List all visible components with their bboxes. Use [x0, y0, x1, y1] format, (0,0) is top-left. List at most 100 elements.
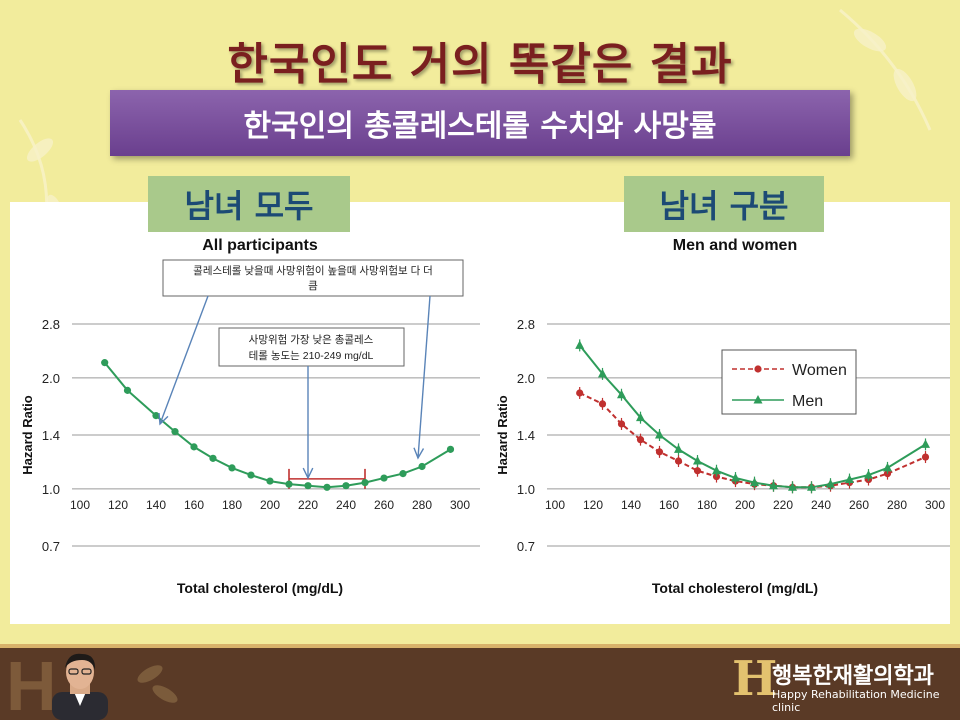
- data-point-women: [617, 420, 626, 428]
- data-point-men: [617, 389, 626, 399]
- data-point: [209, 454, 217, 462]
- footer-bar: H: [0, 644, 960, 720]
- x-tick-label: 140: [621, 498, 641, 512]
- y-tick-label: 2.0: [517, 371, 535, 386]
- x-tick-label: 300: [925, 498, 945, 512]
- data-point: [342, 482, 350, 490]
- y-axis-label: Hazard Ratio: [495, 395, 510, 475]
- data-point: [190, 443, 198, 451]
- legend-box: [721, 349, 857, 415]
- slide-subtitle: 한국인의 총콜레스테롤 수치와 사망률: [110, 90, 850, 156]
- data-point-men: [845, 474, 854, 484]
- arrow-high-head: [413, 447, 425, 460]
- data-point-men: [883, 462, 892, 472]
- data-point-men: [655, 430, 664, 439]
- annotation-box-optimal: [218, 327, 405, 367]
- x-tick-label: 100: [70, 498, 90, 512]
- data-point-men: [921, 439, 930, 448]
- x-tick-label: 200: [260, 498, 280, 512]
- arrow-low-head: [158, 412, 169, 426]
- data-point-men: [769, 480, 778, 490]
- slide-title: 한국인도 거의 똑같은 결과: [227, 39, 733, 90]
- data-point: [247, 471, 255, 479]
- data-point: [304, 482, 312, 490]
- x-tick-label: 140: [146, 498, 166, 512]
- y-tick-label: 2.0: [42, 371, 60, 386]
- data-point: [323, 483, 331, 491]
- y-tick-label: 2.8: [42, 317, 60, 332]
- data-point-women: [576, 389, 584, 397]
- footer-line: [0, 644, 960, 648]
- legend-marker: [754, 365, 762, 373]
- legend-label-women: Women: [792, 362, 847, 379]
- arrow-optimal-head: [302, 467, 314, 480]
- x-tick-label: 240: [336, 498, 356, 512]
- x-tick-label: 260: [374, 498, 394, 512]
- data-point-men: [731, 473, 740, 482]
- data-point-women: [693, 467, 702, 475]
- data-point-men: [598, 368, 607, 378]
- x-axis-label: Total cholesterol (mg/dL): [652, 580, 818, 596]
- data-point-women: [674, 457, 683, 465]
- label-all: 남녀 모두: [148, 176, 350, 232]
- data-point: [380, 474, 388, 482]
- data-point: [171, 428, 179, 436]
- annotation-low-line2: 큼: [308, 280, 318, 292]
- x-tick-label: 280: [412, 498, 432, 512]
- data-point-men: [575, 340, 585, 349]
- svg-text:H: H: [6, 647, 57, 720]
- data-point-men: [864, 470, 873, 479]
- data-point-men: [750, 477, 759, 487]
- annotation-optimal-line1: 사망위험 가장 낮은 총콜레스: [249, 333, 374, 346]
- x-tick-label: 120: [583, 498, 603, 512]
- x-axis-label: Total cholesterol (mg/dL): [177, 580, 343, 596]
- data-point: [285, 480, 293, 488]
- data-point-women: [655, 448, 664, 456]
- data-point: [446, 445, 455, 453]
- data-point-men: [826, 479, 835, 488]
- y-tick-label: 1.4: [517, 428, 535, 443]
- data-point-women: [921, 453, 930, 461]
- data-point: [418, 462, 426, 471]
- data-point-women: [598, 400, 607, 408]
- legend-marker: [753, 395, 763, 404]
- x-tick-label: 100: [545, 498, 565, 512]
- x-tick-label: 220: [773, 498, 793, 512]
- x-tick-label: 160: [659, 498, 679, 512]
- x-tick-label: 180: [222, 498, 242, 512]
- y-tick-label: 2.8: [517, 317, 535, 332]
- x-tick-label: 280: [887, 498, 907, 512]
- arrow-low: [159, 295, 209, 425]
- y-tick-label: 0.7: [517, 539, 535, 554]
- data-point: [266, 477, 274, 485]
- y-tick-label: 1.0: [42, 482, 60, 497]
- data-point-men: [788, 482, 797, 491]
- data-point-men: [807, 482, 816, 491]
- series-line-men: [578, 344, 927, 489]
- series-line-all: [103, 361, 452, 489]
- data-point-men: [674, 444, 683, 453]
- chart-title: Men and women: [673, 237, 797, 254]
- logo-name: 행복한재활의학과: [772, 664, 934, 689]
- x-tick-label: 300: [450, 498, 470, 512]
- data-point-men: [693, 456, 702, 465]
- x-tick-label: 120: [108, 498, 128, 512]
- annotation-box-low: [162, 259, 464, 297]
- chart-title: All participants: [202, 237, 318, 254]
- footer-decoration: H: [6, 647, 178, 720]
- y-tick-label: 0.7: [42, 539, 60, 554]
- doctor-photo: [52, 653, 108, 720]
- annotation-low-line1: 콜레스테롤 낮을때 사망위험이 높을때 사망위험보 다 더: [193, 264, 433, 277]
- y-axis-label: Hazard Ratio: [20, 395, 35, 475]
- data-point-men: [636, 412, 645, 422]
- label-gender: 남녀 구분: [624, 176, 824, 232]
- y-tick-label: 1.4: [42, 428, 60, 443]
- x-tick-label: 180: [697, 498, 717, 512]
- x-tick-label: 260: [849, 498, 869, 512]
- x-tick-label: 240: [811, 498, 831, 512]
- x-tick-label: 160: [184, 498, 204, 512]
- data-point: [228, 464, 236, 472]
- data-point: [101, 359, 109, 367]
- arrow-high: [417, 295, 431, 459]
